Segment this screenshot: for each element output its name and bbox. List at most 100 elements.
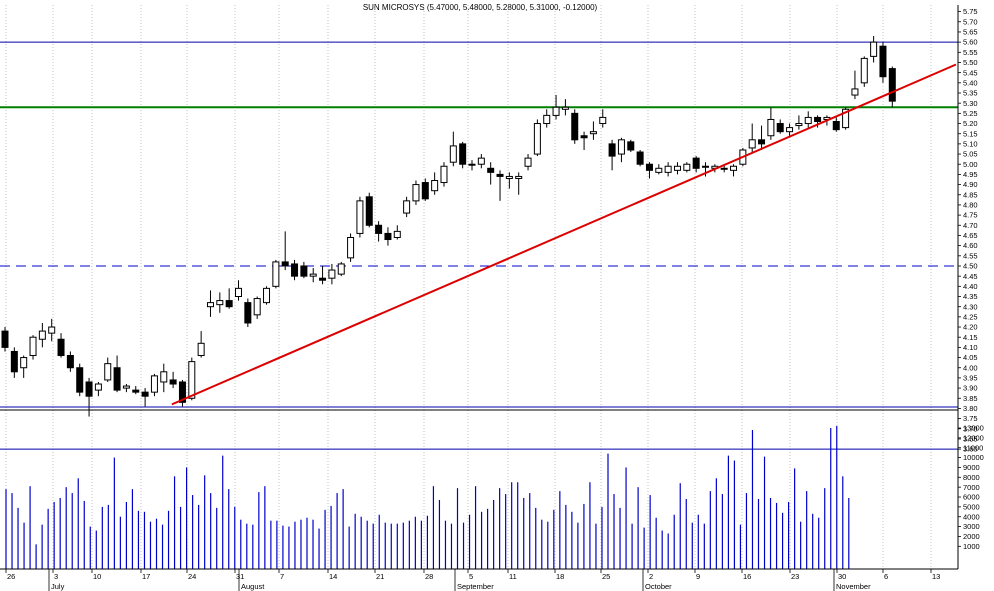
x-tick-label: 2: [649, 572, 653, 581]
candle-body-up: [29, 336, 37, 357]
x-tick-label: 26: [7, 572, 15, 581]
candle-body-down: [832, 120, 840, 131]
candle: [356, 196, 364, 238]
candle-body-up: [347, 236, 355, 259]
candle-body-up: [272, 261, 280, 287]
price-tick-label: 4.45: [963, 272, 978, 281]
price-tick-label: 4.30: [963, 302, 978, 311]
candle: [888, 66, 896, 108]
x-tick-label: 6: [884, 572, 888, 581]
month-label: October: [645, 582, 672, 591]
candle: [515, 172, 523, 195]
price-tick-label: 5.25: [963, 109, 978, 118]
x-tick-label: 5: [469, 572, 473, 581]
candle-body-up: [664, 165, 672, 173]
candle-body-down: [141, 391, 149, 397]
price-tick-label: 4.80: [963, 201, 978, 210]
candle: [365, 192, 373, 228]
candle-body-up: [870, 41, 878, 57]
candle-body-up: [655, 167, 663, 173]
price-tick-label: 4.70: [963, 221, 978, 230]
candle: [337, 261, 345, 277]
x-tick-label: 10: [93, 572, 101, 581]
price-tick-label: 3.70: [963, 424, 978, 433]
candle-body-down: [375, 224, 383, 234]
volume-tick-label: 12000: [963, 433, 984, 442]
candle: [412, 180, 420, 205]
candle-body-up: [730, 165, 738, 171]
candle: [487, 162, 495, 185]
candle-body-up: [206, 302, 214, 308]
candle: [272, 259, 280, 289]
candle: [291, 259, 299, 281]
price-tick-label: 5.15: [963, 129, 978, 138]
candle-body-up: [253, 298, 261, 316]
candle-body-down: [281, 261, 289, 267]
price-tick-label: 4.10: [963, 343, 978, 352]
volume-tick-label: 2000: [963, 532, 980, 541]
month-label: July: [51, 582, 65, 591]
candle-body-down: [608, 143, 616, 157]
chart-title: SUN MICROSYS (5.47000, 5.48000, 5.28000,…: [363, 3, 598, 12]
candle-body-down: [580, 135, 588, 139]
x-tick-label: 3: [54, 572, 58, 581]
x-tick-label: 25: [602, 572, 610, 581]
candle: [561, 99, 569, 116]
x-tick-label: 30: [838, 572, 846, 581]
candle: [552, 95, 560, 120]
candle-body-down: [225, 300, 233, 308]
price-tick-label: 3.65: [963, 435, 978, 444]
candle: [169, 371, 177, 389]
candle: [384, 227, 392, 246]
price-tick-label: 5.35: [963, 89, 978, 98]
candle-body-up: [235, 287, 242, 298]
x-tick-label: 16: [743, 572, 751, 581]
price-tick-label: 5.65: [963, 28, 978, 37]
candle: [477, 154, 485, 169]
candle-body-down: [571, 112, 579, 141]
candle: [543, 109, 551, 128]
price-tick-label: 4.60: [963, 241, 978, 250]
candle-body-down: [319, 277, 327, 281]
volume-tick-label: 3000: [963, 522, 980, 531]
candle: [851, 70, 859, 100]
candle: [795, 115, 803, 130]
candle: [393, 225, 401, 240]
volume-series: [5, 426, 850, 569]
month-label: September: [457, 582, 494, 591]
candle-body-down: [66, 355, 74, 369]
candle: [253, 296, 261, 319]
price-tick-label: 4.65: [963, 231, 978, 240]
candle-body-down: [627, 141, 635, 151]
candle: [571, 109, 579, 144]
candle: [235, 280, 242, 301]
candle-body-down: [291, 263, 299, 277]
candle-body-down: [85, 381, 93, 397]
candle: [842, 107, 850, 130]
candle: [599, 109, 607, 128]
candle: [206, 290, 214, 317]
candle-body-down: [178, 381, 186, 403]
candle: [421, 178, 429, 201]
volume-tick-label: 8000: [963, 473, 980, 482]
candle-body-up: [449, 145, 457, 163]
candle: [627, 139, 635, 153]
candle: [122, 384, 130, 393]
candle-body-up: [505, 175, 513, 179]
candle: [347, 233, 355, 262]
chart-axes: 5.755.70 5.655.605.555.505.455.40 5.355.30…: [0, 5, 984, 591]
candle-body-up: [468, 163, 476, 166]
volume-tick-label: 4000: [963, 512, 980, 521]
price-tick-label: 5.40: [963, 78, 978, 87]
candle: [505, 172, 513, 189]
candle-body-down: [169, 379, 177, 385]
candle-body-down: [888, 68, 896, 102]
candle-body-down: [459, 143, 467, 165]
x-tick-label: 17: [142, 572, 150, 581]
month-label: November: [836, 582, 871, 591]
candle: [188, 357, 196, 401]
candle: [300, 261, 308, 279]
candle: [225, 288, 233, 309]
candle: [776, 119, 784, 134]
price-tick-label: 5.75: [963, 7, 978, 16]
